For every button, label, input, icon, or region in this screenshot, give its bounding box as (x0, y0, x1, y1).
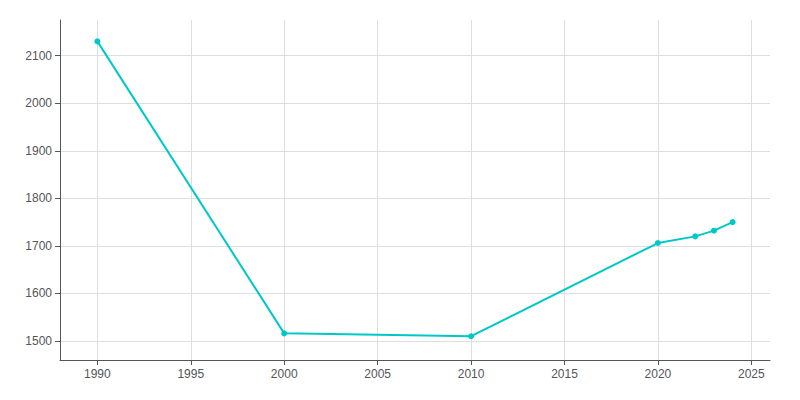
svg-text:1995: 1995 (177, 367, 204, 381)
svg-text:1800: 1800 (25, 191, 52, 205)
svg-text:2020: 2020 (645, 367, 672, 381)
svg-text:2010: 2010 (458, 367, 485, 381)
svg-text:2000: 2000 (271, 367, 298, 381)
svg-text:1600: 1600 (25, 286, 52, 300)
svg-text:2100: 2100 (25, 49, 52, 63)
svg-text:2005: 2005 (364, 367, 391, 381)
svg-text:1700: 1700 (25, 239, 52, 253)
svg-text:1500: 1500 (25, 334, 52, 348)
svg-text:2015: 2015 (551, 367, 578, 381)
svg-text:1900: 1900 (25, 144, 52, 158)
svg-text:1990: 1990 (84, 367, 111, 381)
svg-text:2000: 2000 (25, 96, 52, 110)
svg-text:2025: 2025 (738, 367, 765, 381)
